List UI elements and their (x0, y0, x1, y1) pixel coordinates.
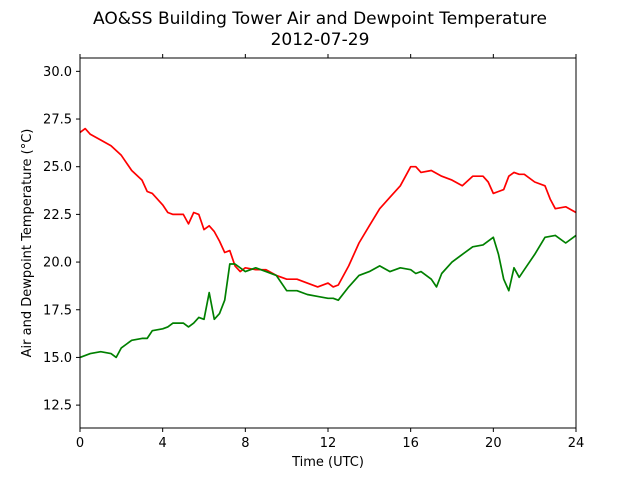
y-tick-label: 25.0 (43, 160, 72, 175)
y-tick-label: 30.0 (43, 65, 72, 80)
y-tick-label: 22.5 (43, 208, 72, 223)
ticks-layer: 0 4 8 12 16 20 24 12.5 15.0 17.5 20.0 22.5 25.0 27.5 3… (43, 54, 584, 451)
plot-area: 0 4 8 12 16 20 24 12.5 15.0 17.5 20.0 22.5 25.0 27.5 3… (43, 54, 584, 451)
y-axis-label: Air and Dewpoint Temperature (°C) (20, 129, 35, 358)
plot-frame (79, 57, 577, 429)
x-tick-label: 12 (320, 436, 337, 451)
x-tick-label: 0 (76, 436, 84, 451)
series-line-1 (79, 127, 577, 288)
x-tick-label: 4 (159, 436, 167, 451)
y-tick-label: 27.5 (43, 113, 72, 128)
series-line-2 (79, 234, 577, 359)
chart-title: AO&SS Building Tower Air and Dewpoint Te… (93, 9, 547, 29)
y-tick-label: 17.5 (43, 303, 72, 318)
chart-subtitle: 2012-07-29 (271, 30, 370, 50)
y-tick-label: 20.0 (43, 256, 72, 271)
x-tick-label: 24 (568, 436, 585, 451)
series-layer (79, 127, 577, 359)
y-tick-label: 15.0 (43, 351, 72, 366)
y-tick-label: 12.5 (43, 399, 72, 414)
x-tick-label: 16 (402, 436, 419, 451)
x-tick-label: 20 (485, 436, 502, 451)
x-axis-label: Time (UTC) (291, 455, 364, 470)
x-tick-label: 8 (241, 436, 249, 451)
